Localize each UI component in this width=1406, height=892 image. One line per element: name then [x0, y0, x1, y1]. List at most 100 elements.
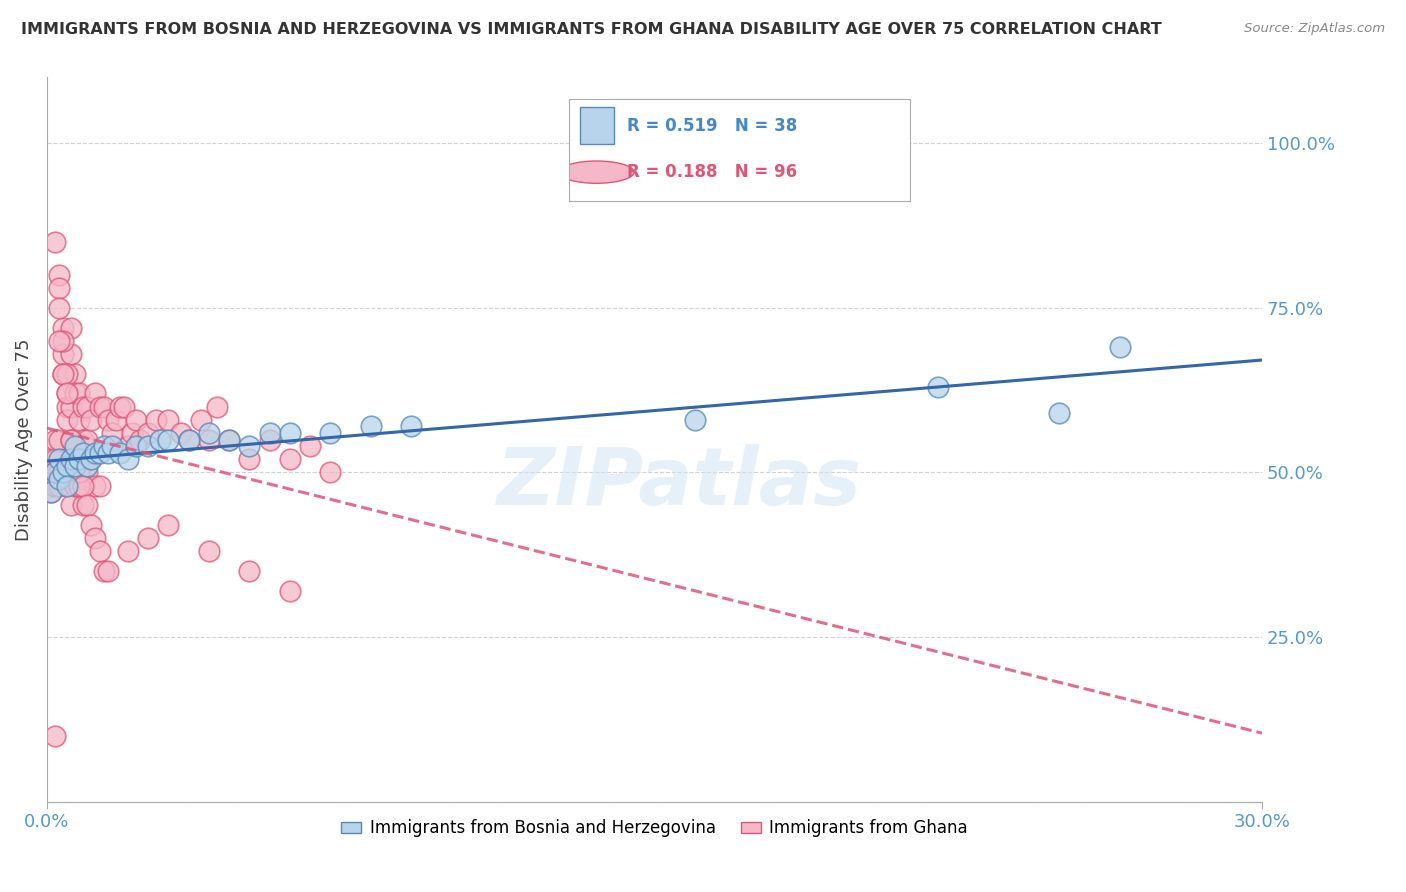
- Point: [278, 452, 301, 467]
- Point: [72, 478, 94, 492]
- Point: [60, 433, 83, 447]
- Point: [125, 413, 148, 427]
- Point: [67, 466, 90, 480]
- Point: [218, 433, 240, 447]
- Legend: Immigrants from Bosnia and Herzegovina, Immigrants from Ghana: Immigrants from Bosnia and Herzegovina, …: [335, 813, 974, 844]
- Point: [129, 433, 152, 447]
- Point: [169, 425, 191, 440]
- Point: [44, 433, 66, 447]
- Point: [39, 485, 62, 500]
- Point: [39, 452, 62, 467]
- Point: [299, 439, 322, 453]
- Point: [44, 452, 66, 467]
- Point: [927, 380, 949, 394]
- Point: [39, 485, 62, 500]
- Point: [136, 531, 159, 545]
- Point: [48, 452, 70, 467]
- Point: [72, 433, 94, 447]
- Point: [44, 478, 66, 492]
- Point: [401, 419, 423, 434]
- Point: [39, 478, 62, 492]
- Point: [108, 400, 131, 414]
- Point: [93, 439, 115, 453]
- Point: [65, 386, 87, 401]
- Point: [80, 413, 103, 427]
- Point: [80, 452, 103, 467]
- Point: [56, 458, 79, 473]
- Point: [65, 367, 87, 381]
- Point: [145, 413, 167, 427]
- Point: [52, 367, 75, 381]
- Point: [48, 301, 70, 315]
- Point: [89, 478, 111, 492]
- Point: [56, 386, 79, 401]
- Point: [121, 425, 143, 440]
- Point: [149, 433, 172, 447]
- Point: [259, 433, 281, 447]
- Point: [218, 433, 240, 447]
- Text: ZIPatlas: ZIPatlas: [496, 444, 862, 522]
- Point: [93, 400, 115, 414]
- Point: [117, 439, 139, 453]
- Point: [80, 452, 103, 467]
- Point: [72, 400, 94, 414]
- Point: [125, 439, 148, 453]
- Point: [60, 433, 83, 447]
- Point: [76, 400, 98, 414]
- Point: [76, 466, 98, 480]
- Point: [48, 268, 70, 282]
- Point: [44, 729, 66, 743]
- Point: [60, 320, 83, 334]
- Point: [56, 413, 79, 427]
- Point: [89, 445, 111, 459]
- Point: [39, 466, 62, 480]
- Point: [44, 466, 66, 480]
- Point: [683, 413, 706, 427]
- Point: [60, 347, 83, 361]
- Point: [157, 413, 180, 427]
- Point: [100, 439, 122, 453]
- Point: [65, 452, 87, 467]
- Point: [56, 386, 79, 401]
- Point: [56, 466, 79, 480]
- Point: [136, 439, 159, 453]
- Point: [108, 445, 131, 459]
- Point: [278, 425, 301, 440]
- Point: [52, 334, 75, 348]
- Point: [48, 334, 70, 348]
- Point: [177, 433, 200, 447]
- Point: [72, 499, 94, 513]
- Point: [67, 478, 90, 492]
- Point: [60, 400, 83, 414]
- Point: [198, 544, 221, 558]
- Point: [44, 235, 66, 249]
- Point: [360, 419, 382, 434]
- Point: [100, 425, 122, 440]
- Point: [67, 413, 90, 427]
- Y-axis label: Disability Age Over 75: Disability Age Over 75: [15, 338, 32, 541]
- Point: [93, 564, 115, 578]
- Point: [84, 445, 107, 459]
- Point: [278, 583, 301, 598]
- Point: [65, 452, 87, 467]
- Point: [1047, 406, 1070, 420]
- Point: [76, 458, 98, 473]
- Point: [136, 425, 159, 440]
- Point: [84, 386, 107, 401]
- Point: [60, 452, 83, 467]
- Text: IMMIGRANTS FROM BOSNIA AND HERZEGOVINA VS IMMIGRANTS FROM GHANA DISABILITY AGE O: IMMIGRANTS FROM BOSNIA AND HERZEGOVINA V…: [21, 22, 1161, 37]
- Point: [238, 452, 260, 467]
- Point: [97, 413, 120, 427]
- Point: [56, 367, 79, 381]
- Point: [67, 478, 90, 492]
- Point: [84, 478, 107, 492]
- Point: [76, 433, 98, 447]
- Point: [48, 472, 70, 486]
- Point: [1109, 340, 1132, 354]
- Point: [52, 347, 75, 361]
- Point: [65, 478, 87, 492]
- Text: Source: ZipAtlas.com: Source: ZipAtlas.com: [1244, 22, 1385, 36]
- Point: [89, 544, 111, 558]
- Point: [76, 499, 98, 513]
- Point: [97, 564, 120, 578]
